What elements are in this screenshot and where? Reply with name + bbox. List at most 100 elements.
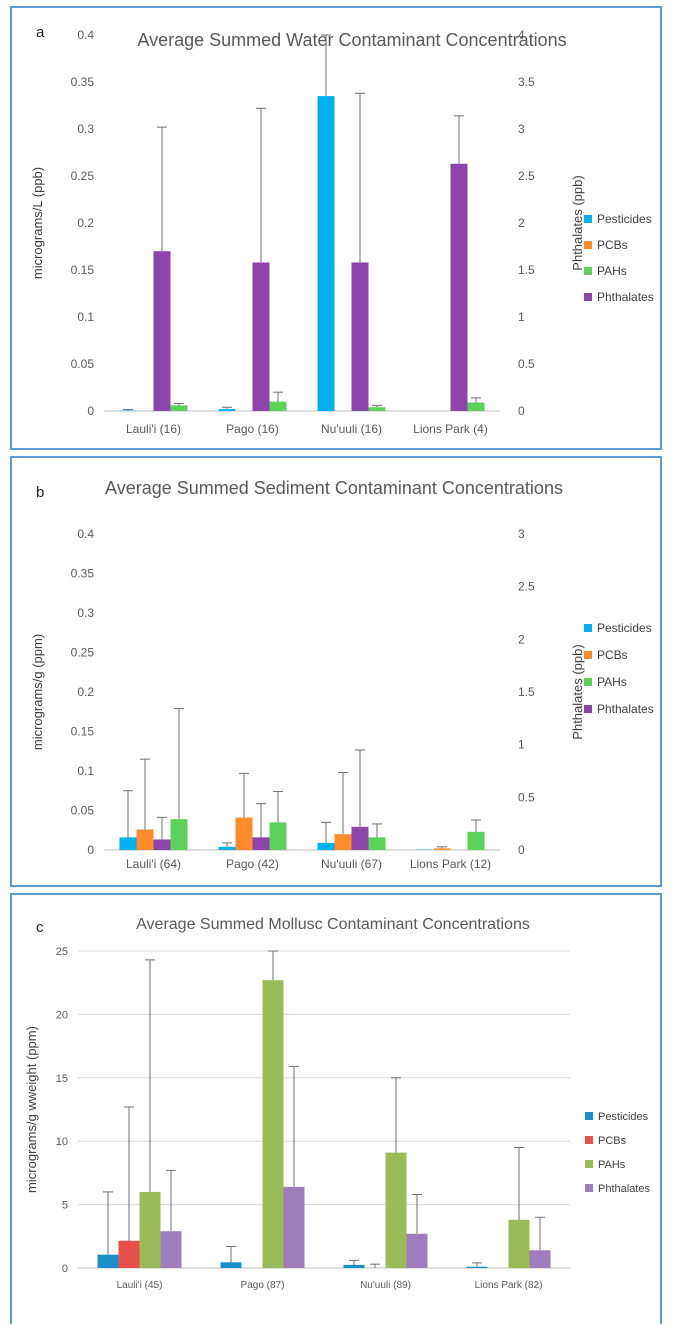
y-tick-label: 0 <box>62 1263 68 1275</box>
legend-label-pcbs: PCBs <box>598 1135 627 1147</box>
y-tick-label: 0 <box>87 404 94 418</box>
legend-label-phthalates: Phthalates <box>597 290 654 304</box>
bar-pahs <box>270 402 287 411</box>
x-tick-label: Lauli'i (64) <box>126 857 181 871</box>
chart-title: Average Summed Sediment Contaminant Conc… <box>105 478 563 498</box>
panel-sediment-chart: b Average Summed Sediment Contaminant Co… <box>10 456 662 887</box>
y-tick-label: 0.25 <box>71 646 95 660</box>
bar-phthalates <box>451 164 468 411</box>
bar-phthalates <box>352 262 369 411</box>
bar-pesticides <box>120 837 137 850</box>
y2-tick-label: 1.5 <box>518 263 535 277</box>
y2-tick-label: 2.5 <box>518 169 535 183</box>
bar-pesticides <box>344 1265 365 1268</box>
bar-pahs <box>263 980 284 1268</box>
y-tick-label: 0.4 <box>77 527 94 541</box>
y-tick-label: 0.15 <box>71 725 95 739</box>
chart-title: Average Summed Mollusc Contaminant Conce… <box>136 916 530 933</box>
y2-tick-label: 3 <box>518 122 525 136</box>
x-tick-label: Lions Park (82) <box>475 1280 543 1291</box>
bar-pesticides <box>467 1267 488 1268</box>
y2-tick-label: 2 <box>518 632 525 646</box>
y-tick-label: 0.3 <box>77 122 94 136</box>
legend-swatch-pcbs <box>584 651 592 659</box>
bar-pahs <box>468 403 485 411</box>
y2-tick-label: 0 <box>518 843 525 857</box>
sediment-chart: Average Summed Sediment Contaminant Conc… <box>12 458 660 885</box>
y-tick-label: 0.2 <box>77 685 94 699</box>
panel-water-chart: a Average Summed Water Contaminant Conce… <box>10 6 662 450</box>
x-tick-label: Lauli'i (16) <box>126 422 181 436</box>
legend-label-pcbs: PCBs <box>597 648 628 662</box>
x-tick-label: Lauli'i (45) <box>117 1280 163 1291</box>
y2-tick-label: 0 <box>518 404 525 418</box>
bar-pcbs <box>119 1241 140 1268</box>
bar-phthalates <box>161 1231 182 1268</box>
y2-axis-label: Phthalates (ppb) <box>570 644 585 739</box>
x-tick-label: Nu'uuli (67) <box>321 857 382 871</box>
y2-tick-label: 1 <box>518 738 525 752</box>
x-tick-label: Nu'uuli (89) <box>360 1280 411 1291</box>
y2-axis-label: Phthalates (ppb) <box>570 175 585 270</box>
x-tick-label: Pago (42) <box>226 857 279 871</box>
bar-phthalates <box>154 839 171 850</box>
bar-pahs <box>140 1192 161 1268</box>
x-tick-label: Nu'uuli (16) <box>321 422 382 436</box>
y-tick-label: 0.35 <box>71 567 95 581</box>
legend-swatch-pahs <box>585 1160 593 1168</box>
legend-swatch-pcbs <box>584 241 592 249</box>
mollusc-chart: Average Summed Mollusc Contaminant Conce… <box>12 895 660 1326</box>
bar-pahs <box>171 819 188 850</box>
y2-tick-label: 1.5 <box>518 685 535 699</box>
y2-tick-label: 3.5 <box>518 75 535 89</box>
legend-swatch-pesticides <box>585 1112 593 1120</box>
bar-pcbs <box>137 829 154 850</box>
legend-swatch-pcbs <box>585 1136 593 1144</box>
legend-label-phthalates: Phthalates <box>597 702 654 716</box>
legend-swatch-pahs <box>584 678 592 686</box>
bar-phthalates <box>407 1234 428 1268</box>
legend-swatch-phthalates <box>584 705 592 713</box>
bar-pesticides <box>98 1255 119 1268</box>
legend-swatch-pahs <box>584 267 592 275</box>
y-tick-label: 0 <box>87 843 94 857</box>
legend-label-pahs: PAHs <box>597 264 627 278</box>
y-tick-label: 0.35 <box>71 75 95 89</box>
bar-pcbs <box>236 818 253 850</box>
legend-label-pesticides: Pesticides <box>597 621 652 635</box>
y2-tick-label: 1 <box>518 310 525 324</box>
x-tick-label: Pago (16) <box>226 422 279 436</box>
y-tick-label: 0.15 <box>71 263 95 277</box>
bar-pcbs <box>335 834 352 850</box>
legend-label-pesticides: Pesticides <box>597 212 652 226</box>
legend-swatch-pesticides <box>584 215 592 223</box>
bar-phthalates <box>253 837 270 850</box>
bar-pahs <box>509 1220 530 1268</box>
y-tick-label: 0.1 <box>77 310 94 324</box>
bar-phthalates <box>154 251 171 411</box>
bar-pahs <box>171 405 188 411</box>
y-tick-label: 0.2 <box>77 216 94 230</box>
y-tick-label: 0.25 <box>71 169 95 183</box>
y-tick-label: 25 <box>56 946 68 958</box>
y-tick-label: 0.4 <box>77 28 94 42</box>
y2-tick-label: 0.5 <box>518 357 535 371</box>
chart-title: Average Summed Water Contaminant Concent… <box>137 30 566 50</box>
water-chart: Average Summed Water Contaminant Concent… <box>12 8 660 448</box>
legend-label-phthalates: Phthalates <box>598 1183 650 1195</box>
panel-mollusc-chart: c Average Summed Mollusc Contaminant Con… <box>10 893 662 1324</box>
y2-tick-label: 4 <box>518 28 525 42</box>
legend-label-pesticides: Pesticides <box>598 1111 649 1123</box>
y-tick-label: 0.05 <box>71 804 95 818</box>
bar-pesticides <box>219 847 236 850</box>
y-tick-label: 20 <box>56 1009 68 1021</box>
legend-label-pcbs: PCBs <box>597 238 628 252</box>
y-tick-label: 5 <box>62 1200 68 1212</box>
bar-pesticides <box>221 1262 242 1268</box>
legend-swatch-phthalates <box>584 293 592 301</box>
bar-pahs <box>386 1153 407 1268</box>
bar-phthalates <box>284 1187 305 1268</box>
bar-pahs <box>369 407 386 411</box>
bar-pahs <box>468 832 485 850</box>
y-tick-label: 0.1 <box>77 764 94 778</box>
